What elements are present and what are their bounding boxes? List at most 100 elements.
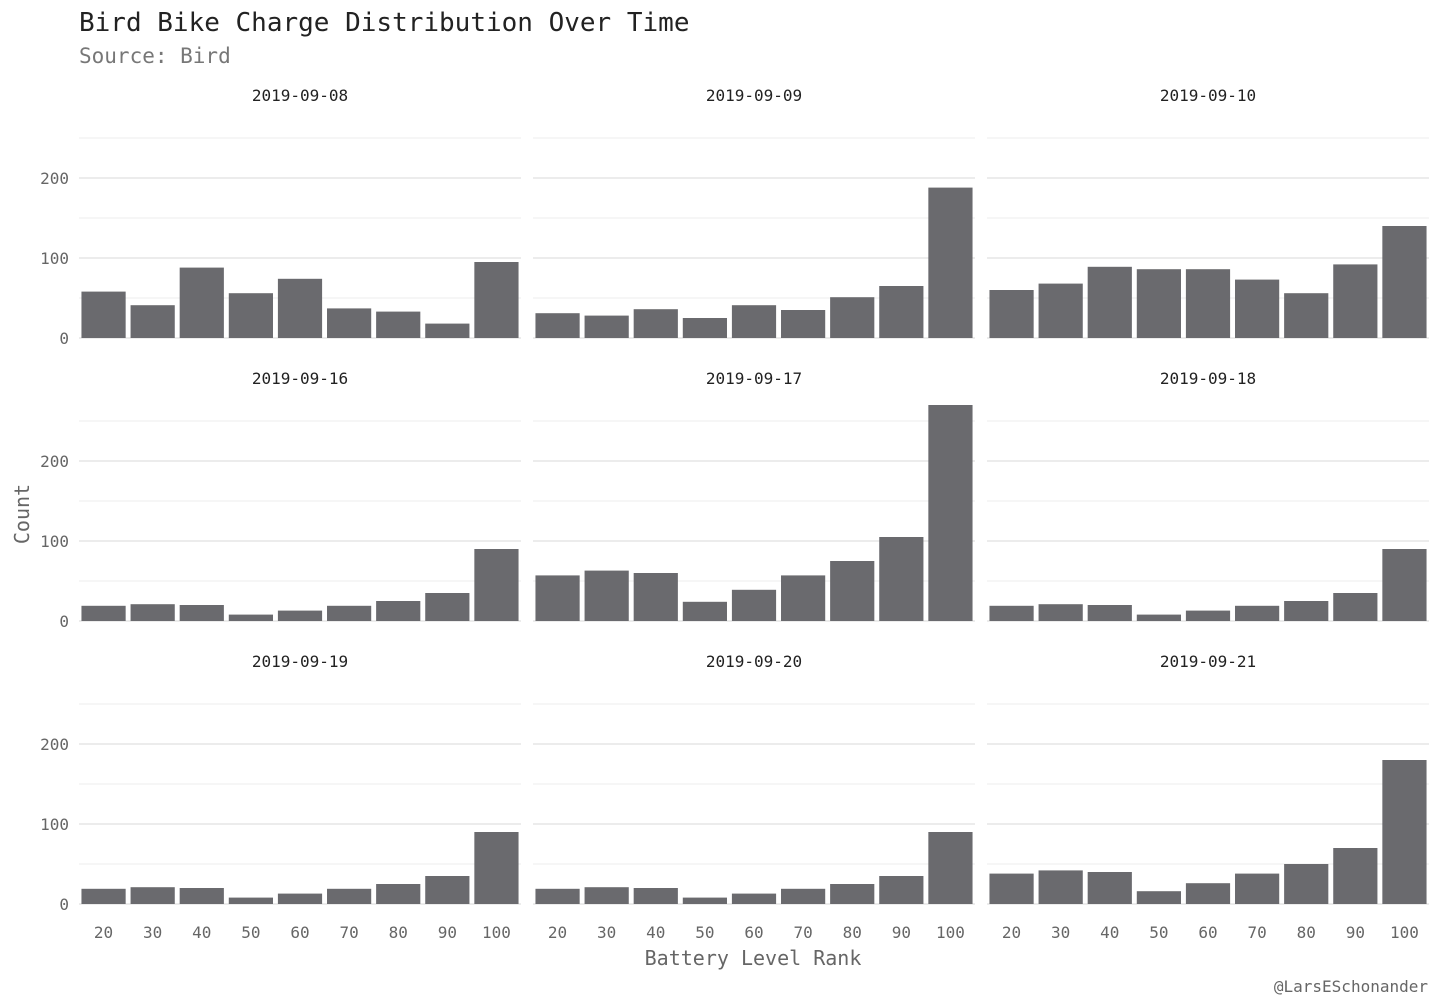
bar	[928, 405, 973, 621]
facet-panel: 2019-09-18	[987, 369, 1429, 622]
facet-panel: 2019-09-09	[533, 86, 975, 339]
facet-label: 2019-09-17	[706, 369, 802, 388]
bar	[989, 290, 1034, 338]
x-tick-label: 40	[646, 923, 665, 942]
x-axis-title: Battery Level Rank	[645, 946, 862, 970]
facet-label: 2019-09-21	[1160, 652, 1256, 671]
bar	[277, 278, 323, 338]
bar	[682, 601, 727, 621]
bar	[130, 305, 175, 338]
bar	[1235, 873, 1280, 904]
bar	[425, 876, 470, 904]
facet-label: 2019-09-09	[706, 86, 802, 105]
bar	[830, 884, 875, 904]
x-tick-label: 70	[793, 923, 812, 942]
bar	[327, 605, 372, 621]
x-tick-label: 20	[548, 923, 567, 942]
bar	[228, 897, 273, 904]
facet-panel: 2019-09-08 0 100 200	[40, 86, 521, 348]
bar	[731, 589, 777, 621]
x-tick-label: 30	[143, 923, 162, 942]
bar	[928, 832, 973, 904]
y-tick-label: 100	[40, 815, 69, 834]
bar	[1038, 283, 1083, 338]
bar	[81, 888, 126, 904]
y-tick-label: 200	[40, 735, 69, 754]
x-tick-label: 90	[438, 923, 457, 942]
x-tick-label: 20	[1002, 923, 1021, 942]
x-tick-label: 50	[1149, 923, 1168, 942]
bar	[781, 888, 826, 904]
bar	[1333, 264, 1378, 338]
x-tick-label: 80	[843, 923, 862, 942]
bar	[830, 561, 875, 621]
bar	[1087, 266, 1132, 338]
bar	[474, 549, 519, 621]
bar	[179, 888, 224, 904]
bar	[879, 537, 924, 621]
bar	[1185, 610, 1231, 621]
bar	[1284, 293, 1329, 338]
bar	[1333, 593, 1378, 621]
x-tick-label: 70	[1247, 923, 1266, 942]
bar	[682, 897, 727, 904]
x-tick-label: 100	[482, 923, 511, 942]
bar	[535, 888, 580, 904]
bar	[81, 605, 126, 621]
bar	[130, 604, 175, 621]
facet-panel: 2019-09-19 0 100 200 20 30 40 50 60 70 80 90 100	[40, 652, 521, 942]
y-tick-label: 0	[59, 329, 69, 348]
y-tick-label: 200	[40, 169, 69, 188]
bar	[584, 315, 629, 338]
x-tick-label: 20	[94, 923, 113, 942]
y-tick-label: 100	[40, 249, 69, 268]
chart-subtitle: Source: Bird	[79, 44, 231, 68]
x-tick-label: 80	[1297, 923, 1316, 942]
x-tick-label: 90	[1346, 923, 1365, 942]
bar	[1087, 872, 1132, 904]
bar	[1284, 601, 1329, 621]
bar	[425, 323, 470, 338]
bar	[1382, 760, 1427, 904]
bar	[1087, 605, 1132, 621]
bar	[633, 573, 678, 621]
facet-label: 2019-09-08	[252, 86, 348, 105]
bar	[633, 309, 678, 338]
x-tick-label: 80	[389, 923, 408, 942]
bar	[425, 593, 470, 621]
facet-panel: 2019-09-20 20 30 40 50 60 70 80 90 100	[533, 652, 975, 942]
facet-label: 2019-09-18	[1160, 369, 1256, 388]
bar	[781, 310, 826, 338]
bar	[1038, 870, 1083, 904]
bar	[277, 610, 323, 621]
bar	[1185, 269, 1231, 338]
chart-caption: @LarsESchonander	[1274, 977, 1428, 996]
bar	[474, 832, 519, 904]
x-tick-label: 40	[192, 923, 211, 942]
bar	[327, 308, 372, 338]
y-tick-label: 0	[59, 895, 69, 914]
bar	[682, 318, 727, 338]
x-tick-label: 70	[339, 923, 358, 942]
bar	[1284, 864, 1329, 904]
facet-panel: 2019-09-16 0 100 200	[40, 369, 521, 631]
bar	[989, 873, 1034, 904]
bar	[376, 884, 421, 904]
facet-panel: 2019-09-17	[533, 369, 975, 622]
x-tick-label: 100	[1390, 923, 1419, 942]
bar	[228, 293, 273, 338]
bar	[327, 888, 372, 904]
bar	[535, 313, 580, 338]
bar	[228, 614, 273, 621]
y-tick-label: 0	[59, 612, 69, 631]
x-tick-label: 40	[1100, 923, 1119, 942]
bar	[474, 262, 519, 338]
x-tick-label: 30	[597, 923, 616, 942]
chart-title: Bird Bike Charge Distribution Over Time	[79, 8, 689, 38]
facet-label: 2019-09-10	[1160, 86, 1256, 105]
x-tick-label: 60	[744, 923, 763, 942]
bar	[731, 305, 777, 338]
bar	[535, 575, 580, 621]
bar	[1136, 614, 1181, 621]
